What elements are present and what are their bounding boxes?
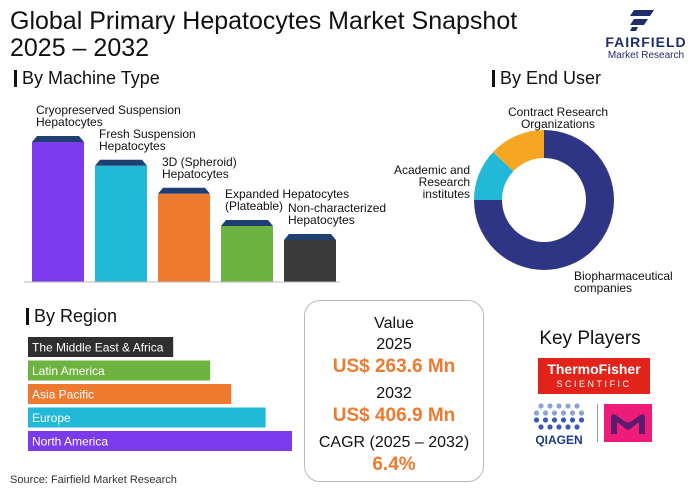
logo-name: FAIRFIELD — [605, 34, 687, 50]
region-bar-1 — [28, 337, 174, 357]
machine-label-3-line-1: 3D (Spheroid) — [162, 155, 237, 169]
end-user-label-2-line-3: institutes — [423, 187, 470, 201]
source-note: Source: Fairfield Market Research — [10, 474, 177, 486]
key-players-title: Key Players — [539, 328, 641, 349]
machine-label-3-line-2: Hepatocytes — [162, 167, 229, 181]
machine-type-heading-label: By Machine Type — [22, 68, 160, 88]
logo-subtitle: Market Research — [607, 50, 685, 61]
end-user-label-3-line-1: Contract Research — [508, 105, 608, 119]
heading-bar — [492, 70, 495, 87]
machine-label-4-line-1: Expanded Hepatocytes — [225, 187, 349, 201]
region-bar-3 — [28, 384, 232, 404]
machine-label-2-line-1: Fresh Suspension — [99, 127, 196, 141]
qiagen-dot — [574, 424, 580, 430]
qiagen-dot — [574, 403, 580, 409]
region-heading: By Region — [26, 306, 117, 327]
end-user-label-1-line-1: Biopharmaceutical — [574, 269, 673, 283]
region-chart: The Middle East & Africa Latin America Asi… — [28, 337, 292, 451]
fairfield-logo: FAIRFIELD Market Research — [596, 8, 696, 61]
machine-label-1-line-1: Cryopreserved Suspension — [36, 103, 181, 117]
machine-type-chart: Cryopreserved SuspensionHepatocytesFresh… — [24, 103, 386, 283]
qiagen-dot — [556, 403, 562, 409]
qiagen-dot — [538, 424, 544, 430]
merck-m-icon — [611, 414, 645, 434]
end-user-slice-2 — [474, 152, 514, 200]
qiagen-dot — [551, 417, 558, 423]
value-2025: US$ 263.6 Mn — [332, 356, 456, 377]
qiagen-dot — [565, 424, 571, 430]
machine-label-5-line-2: Hepatocytes — [288, 213, 355, 227]
region-label-1: The Middle East & Africa — [32, 341, 164, 355]
region-label-2: Latin America — [32, 364, 105, 378]
machine-bar-cap-1 — [32, 136, 84, 142]
machine-label-2-line-2: Hepatocytes — [99, 139, 166, 153]
qiagen-dot — [578, 410, 585, 416]
value-summary-box: Value 2025 US$ 263.6 Mn 2032 US$ 406.9 M… — [304, 300, 484, 482]
qiagen-dot — [556, 424, 562, 430]
machine-bar-1 — [32, 142, 84, 282]
machine-bar-4 — [221, 226, 273, 282]
region-label-3: Asia Pacific — [32, 388, 94, 402]
qiagen-dot — [569, 417, 576, 423]
end-user-label-2-line-1: Academic and — [394, 163, 470, 177]
qiagen-dot — [533, 417, 540, 423]
end-user-heading: By End User — [492, 68, 601, 89]
value-2032: US$ 406.9 Mn — [332, 405, 456, 426]
value-label: Value — [374, 315, 414, 332]
qiagen-dot — [560, 417, 567, 423]
year-2032-label: 2032 — [376, 385, 412, 402]
end-user-label-1-line-2: companies — [574, 281, 632, 295]
machine-type-heading: By Machine Type — [14, 68, 160, 89]
qiagen-dot — [569, 410, 576, 416]
thermo-fisher-logo: ThermoFisher SCIENTIFIC — [538, 358, 650, 394]
key-players-divider — [597, 404, 598, 442]
thermo-fisher-logo-main: ThermoFisher — [547, 361, 641, 377]
merck-logo — [604, 404, 652, 442]
qiagen-dot — [560, 410, 567, 416]
end-user-label-3-line-2: Organizations — [521, 117, 595, 131]
qiagen-dot — [565, 403, 571, 409]
qiagen-dot — [551, 410, 558, 416]
thermo-fisher-logo-sub: SCIENTIFIC — [556, 379, 632, 389]
qiagen-logo: QIAGEN — [526, 402, 592, 448]
qiagen-dot — [533, 410, 540, 416]
cagr-value: 6.4% — [372, 454, 416, 475]
year-2025-label: 2025 — [376, 336, 412, 353]
qiagen-dot — [578, 417, 585, 423]
region-heading-label: By Region — [34, 306, 118, 326]
machine-bar-2 — [95, 165, 147, 282]
heading-bar — [14, 70, 17, 87]
machine-label-5-line-1: Non-characterized — [288, 201, 386, 215]
qiagen-logo-text: QIAGEN — [535, 433, 583, 447]
end-user-label-2-line-2: Research — [419, 175, 470, 189]
region-bar-2 — [28, 360, 211, 381]
heading-bar — [26, 308, 29, 325]
machine-bar-5 — [284, 240, 336, 282]
qiagen-dot — [547, 424, 553, 430]
qiagen-dot — [542, 417, 549, 423]
qiagen-dot — [542, 410, 549, 416]
fairfield-logo-icon — [630, 10, 654, 31]
end-user-slice-1 — [474, 130, 614, 270]
qiagen-dot — [547, 403, 553, 409]
machine-label-1-line-2: Hepatocytes — [36, 115, 103, 129]
machine-bar-cap-5 — [284, 234, 336, 240]
end-user-heading-label: By End User — [500, 68, 602, 88]
machine-bar-cap-4 — [221, 220, 273, 226]
page-title: Global Primary Hepatocytes Market Snapsh… — [10, 7, 518, 62]
machine-bar-3 — [158, 193, 210, 282]
cagr-label: CAGR (2025 – 2032) — [318, 434, 470, 451]
region-label-5: North America — [32, 435, 108, 449]
qiagen-dots-icon — [533, 403, 585, 430]
machine-label-4-line-2: (Plateable) — [225, 199, 283, 213]
end-user-slice-3 — [492, 130, 544, 172]
machine-bar-cap-2 — [95, 159, 147, 166]
machine-bar-cap-3 — [158, 187, 210, 194]
qiagen-dot — [538, 403, 544, 409]
region-bar-5 — [28, 431, 292, 451]
region-bar-4 — [28, 407, 266, 428]
region-label-4: Europe — [32, 411, 71, 425]
